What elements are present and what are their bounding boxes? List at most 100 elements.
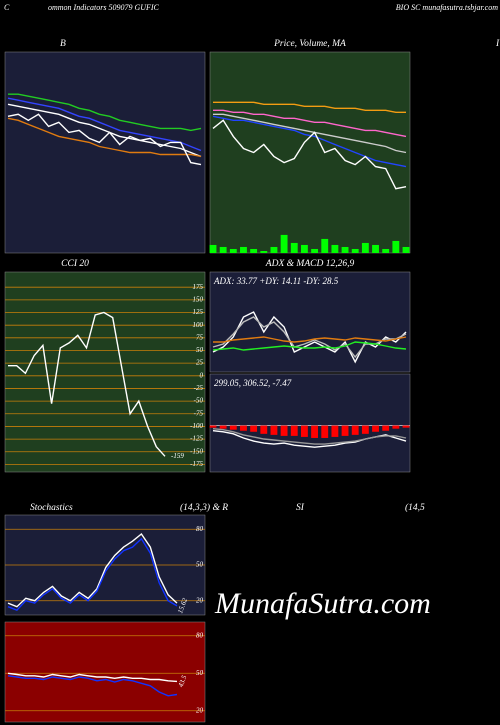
bar (341, 425, 349, 436)
series-line (7, 117, 202, 158)
y-tick-label: 175 (193, 283, 204, 291)
panel-subtitle: (14,3,3) & R (180, 502, 228, 513)
panel-title: Price, Volume, MA (273, 39, 346, 49)
bar (270, 246, 278, 253)
panel-title: ADX & MACD 12,26,9 (265, 259, 355, 269)
panel-title: Stochastics (30, 503, 73, 513)
bar (361, 242, 369, 253)
bar (240, 425, 247, 431)
header-right: BIO SC munafasutra.tsbjar.com (396, 3, 498, 12)
y-tick-label: -175 (190, 460, 203, 468)
y-tick-label: 25 (196, 359, 204, 367)
series-line (212, 341, 407, 351)
bar (331, 244, 339, 253)
panel-title: SI (296, 503, 305, 513)
panel-annotation: ADX: 33.77 +DY: 14.11 -DY: 28.5 (213, 276, 339, 286)
y-tick-label: 50 (196, 346, 204, 354)
bar (392, 240, 400, 253)
series-line (212, 115, 407, 168)
series-line (7, 532, 178, 608)
watermark: MunafaSutra.com (214, 587, 431, 620)
y-tick-label: 50 (196, 669, 204, 677)
series-line (213, 113, 407, 154)
panel (209, 271, 411, 373)
y-tick-label: 0 (200, 371, 204, 379)
y-tick-label: -100 (190, 422, 203, 430)
y-tick-label: 50 (196, 561, 204, 569)
bar (280, 234, 288, 253)
bar (341, 246, 349, 253)
header-middle: ommon Indicators 509079 GUFIC (48, 3, 160, 12)
panel-subtitle: (14,5 (405, 502, 425, 513)
bar (219, 246, 227, 253)
series-line (7, 97, 202, 152)
bar (372, 425, 379, 432)
bar (321, 238, 329, 253)
edge-label: I (495, 39, 500, 49)
y-tick-label: 150 (193, 295, 204, 303)
bar (250, 248, 258, 253)
bar (260, 250, 268, 253)
series-line (213, 101, 406, 113)
bar (280, 425, 288, 436)
bar (372, 244, 379, 253)
series-line (213, 109, 407, 138)
bar (382, 248, 390, 253)
panel (4, 51, 206, 254)
bar (260, 425, 268, 434)
bar (311, 425, 319, 438)
bar (229, 425, 237, 430)
y-tick-label: 20 (196, 706, 204, 714)
series-line (7, 103, 202, 158)
panel (4, 621, 206, 723)
panel (4, 271, 206, 473)
bar (392, 425, 400, 429)
panel-title: B (60, 39, 66, 49)
header-left: C (4, 3, 10, 12)
y-tick-label: -75 (194, 409, 204, 417)
y-tick-label: 125 (193, 308, 204, 316)
y-tick-label: -125 (190, 435, 203, 443)
panel-title: CCI 20 (61, 259, 89, 269)
bar (361, 425, 369, 434)
series-line (7, 537, 178, 612)
y-tick-label: 80 (196, 631, 204, 639)
panel-annotation: 299.05, 306.52, -7.47 (214, 378, 292, 388)
bar (250, 425, 258, 432)
y-tick-label: 20 (196, 596, 204, 604)
bar (290, 242, 298, 253)
series-line (8, 311, 166, 457)
bar (219, 425, 227, 429)
bar (382, 425, 390, 431)
series-line (212, 311, 407, 364)
panel (209, 51, 411, 254)
y-tick-label: -25 (194, 384, 204, 392)
bar (209, 425, 217, 428)
series-line (7, 675, 178, 697)
y-tick-label: -150 (190, 447, 203, 455)
series-line (213, 336, 407, 343)
series-line (8, 93, 202, 132)
series-line (7, 672, 178, 683)
y-tick-label: -50 (194, 397, 204, 405)
bar (311, 248, 319, 253)
bar (321, 425, 329, 438)
series-line (212, 119, 407, 190)
bar (300, 425, 308, 437)
bar (402, 246, 410, 253)
bar (209, 244, 217, 253)
value-label: 43.5 (177, 674, 189, 689)
y-tick-label: 75 (196, 333, 204, 341)
series-line (212, 428, 407, 445)
panel (209, 373, 411, 473)
bar (290, 425, 298, 436)
bar (240, 246, 247, 253)
bar (270, 425, 278, 435)
bar (351, 248, 359, 253)
y-tick-label: 80 (196, 525, 204, 533)
y-tick-label: 100 (193, 321, 204, 329)
bar (300, 244, 308, 253)
value-label: -159 (171, 452, 184, 460)
bar (331, 425, 339, 437)
